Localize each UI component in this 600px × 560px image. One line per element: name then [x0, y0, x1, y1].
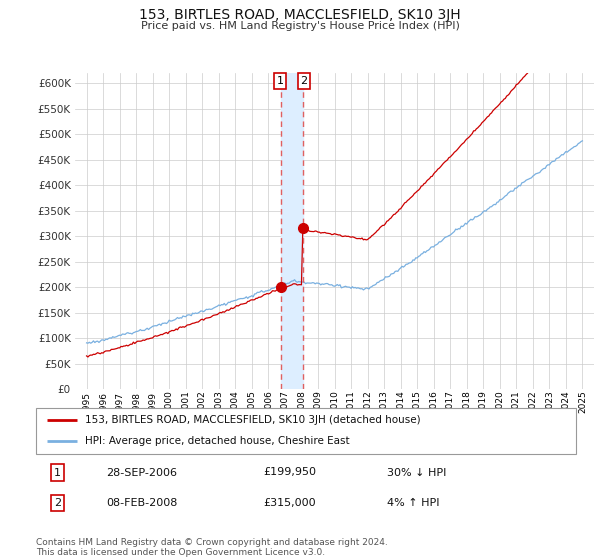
Text: 1: 1: [54, 468, 61, 478]
Text: Price paid vs. HM Land Registry's House Price Index (HPI): Price paid vs. HM Land Registry's House …: [140, 21, 460, 31]
Text: 1: 1: [277, 76, 283, 86]
Text: 153, BIRTLES ROAD, MACCLESFIELD, SK10 3JH (detached house): 153, BIRTLES ROAD, MACCLESFIELD, SK10 3J…: [85, 415, 420, 425]
Bar: [281, 73, 303, 389]
Text: 2: 2: [54, 498, 61, 508]
Text: HPI: Average price, detached house, Cheshire East: HPI: Average price, detached house, Ches…: [85, 436, 349, 446]
Text: 4% ↑ HPI: 4% ↑ HPI: [387, 498, 439, 508]
Text: 2: 2: [301, 76, 307, 86]
Text: 28-SEP-2006: 28-SEP-2006: [106, 468, 177, 478]
Text: 08-FEB-2008: 08-FEB-2008: [106, 498, 178, 508]
FancyBboxPatch shape: [36, 408, 576, 454]
Text: Contains HM Land Registry data © Crown copyright and database right 2024.
This d: Contains HM Land Registry data © Crown c…: [36, 538, 388, 557]
Text: 30% ↓ HPI: 30% ↓ HPI: [387, 468, 446, 478]
Text: £315,000: £315,000: [263, 498, 316, 508]
Text: 153, BIRTLES ROAD, MACCLESFIELD, SK10 3JH: 153, BIRTLES ROAD, MACCLESFIELD, SK10 3J…: [139, 8, 461, 22]
Text: £199,950: £199,950: [263, 468, 316, 478]
